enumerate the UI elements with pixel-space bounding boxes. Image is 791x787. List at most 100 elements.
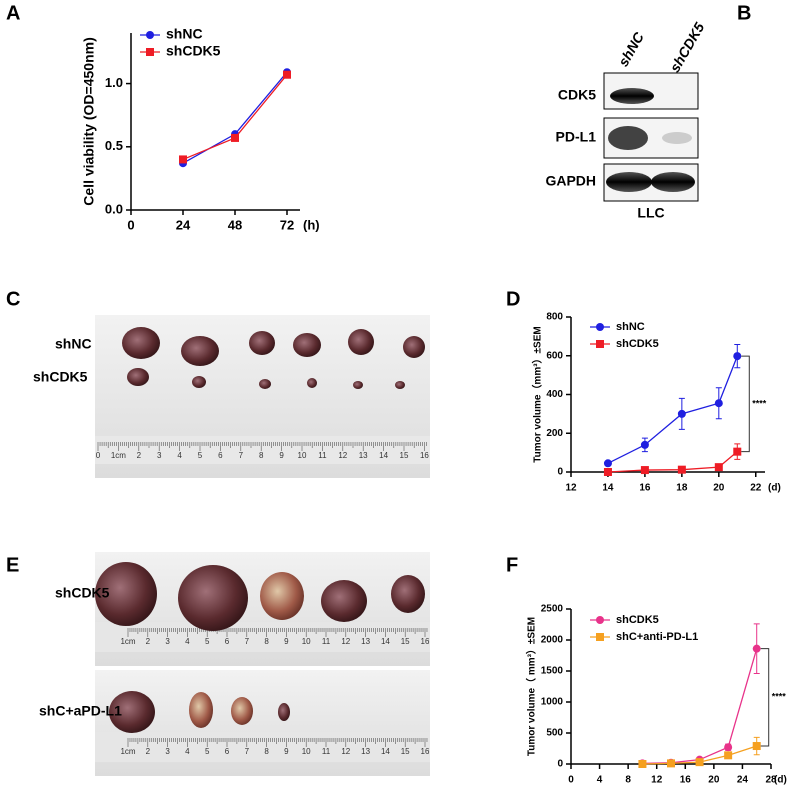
ruler-label: 7: [245, 637, 250, 646]
ruler-label: 2: [137, 451, 142, 460]
tumor: [192, 376, 206, 388]
ruler-label: 5: [205, 747, 210, 756]
ruler-label: 8: [264, 637, 269, 646]
x-tick-label: 48: [228, 217, 242, 232]
marker: [283, 70, 291, 79]
tumor: [391, 575, 425, 613]
marker: [179, 155, 187, 164]
significance-label: ****: [752, 398, 767, 408]
y-tick-label: 2000: [541, 635, 564, 646]
ruler-label: 6: [225, 637, 230, 646]
blot-footer: LLC: [637, 205, 664, 221]
ruler-label: 10: [302, 637, 311, 646]
tumor: [348, 329, 374, 355]
panel-label: D: [506, 288, 520, 310]
ruler-label: 8: [264, 747, 269, 756]
blot-row: CDK5: [558, 87, 596, 103]
tumor: [122, 327, 160, 359]
ruler-label: 14: [381, 637, 390, 646]
x-tick-label: 0: [127, 217, 134, 232]
y-tick-label: 1000: [541, 697, 564, 708]
marker: [667, 759, 675, 768]
marker: [695, 758, 704, 767]
x-tick-label: 14: [602, 483, 614, 494]
ruler-label: 4: [185, 637, 190, 646]
tumor-photo: 0 1cm 2 3 4 5 6 7 8 9 10 11 12 13 14 15 16 shNC shCDK5: [33, 315, 430, 478]
x-tick-label: 0: [568, 775, 574, 786]
ruler-label: 12: [341, 637, 350, 646]
ruler: [95, 732, 430, 762]
ruler-ticks: 1cm 2 3 4 5 6 7 8 9 10 11 12 13 14 15 16: [120, 628, 430, 646]
blot-band: [610, 88, 654, 104]
ruler-label: 1cm: [120, 747, 135, 756]
ruler-label: 0: [96, 451, 101, 460]
x-tick-label: 20: [708, 775, 720, 786]
ruler-label: 14: [379, 451, 388, 460]
panel-label: B: [737, 2, 751, 24]
legend-marker: [146, 48, 154, 56]
y-tick-label: 2500: [541, 604, 564, 615]
tumor: [293, 333, 321, 357]
y-tick-label: 800: [546, 312, 563, 323]
ruler-label: 13: [361, 747, 370, 756]
ruler-label: 6: [225, 747, 230, 756]
blot-row: PD-L1: [556, 129, 597, 145]
tumor: [181, 336, 219, 366]
ruler-label: 7: [245, 747, 250, 756]
blot-column: shCDK5: [666, 20, 707, 75]
ruler-label: 11: [322, 637, 331, 646]
x-tick-label: 24: [176, 217, 191, 232]
panel-label: C: [6, 288, 20, 310]
ruler-label: 4: [177, 451, 182, 460]
x-unit: (d): [768, 483, 781, 494]
marker: [603, 459, 612, 468]
x-unit: (h): [303, 217, 320, 232]
blot-band: [651, 172, 695, 192]
tumor: [249, 331, 275, 355]
tumor: [321, 580, 367, 622]
western-blot: shNC shCDK5 CDK5 PD-L1 GAPDH LLC: [545, 20, 707, 221]
y-axis-label: Tumor volume（mm³）±SEM: [531, 326, 544, 462]
marker: [733, 447, 742, 456]
x-tick-label: 4: [597, 775, 603, 786]
x-tick-label: 22: [750, 483, 762, 494]
y-tick-label: 400: [546, 389, 563, 400]
y-tick-label: 0.0: [105, 201, 123, 216]
tumor: [307, 378, 317, 388]
group-label: shNC: [55, 336, 92, 352]
marker: [640, 440, 649, 449]
ruler-label: 15: [400, 451, 409, 460]
marker: [733, 352, 742, 361]
ruler-label: 3: [157, 451, 162, 460]
blot-band: [608, 126, 648, 150]
tumor: [127, 368, 149, 386]
ruler-label: 7: [239, 451, 244, 460]
line: [607, 355, 738, 464]
blot-band: [606, 172, 652, 192]
ruler: [95, 622, 430, 652]
x-tick-label: 72: [280, 217, 294, 232]
ruler-label: 1cm: [120, 637, 135, 646]
x-unit: (d): [774, 775, 787, 786]
panel-label: A: [6, 2, 20, 24]
ruler-label: 13: [361, 637, 370, 646]
legend-label: shCDK5: [616, 614, 659, 626]
y-tick-label: 1500: [541, 666, 564, 677]
marker: [752, 644, 761, 653]
legend-label: shCDK5: [166, 43, 221, 59]
ruler: [95, 436, 430, 464]
group-label: shCDK5: [33, 369, 88, 385]
ruler-label: 15: [401, 747, 410, 756]
marker: [714, 463, 723, 472]
marker: [714, 399, 723, 408]
legend-marker: [596, 616, 604, 624]
x-tick-label: 18: [676, 483, 688, 494]
ruler-label: 8: [259, 451, 264, 460]
y-tick-label: 0: [557, 467, 563, 478]
y-tick-label: 200: [546, 428, 563, 439]
ruler-label: 11: [318, 451, 327, 460]
marker: [231, 133, 239, 142]
significance-bracket: [741, 355, 750, 453]
ruler-label: 5: [198, 451, 203, 460]
